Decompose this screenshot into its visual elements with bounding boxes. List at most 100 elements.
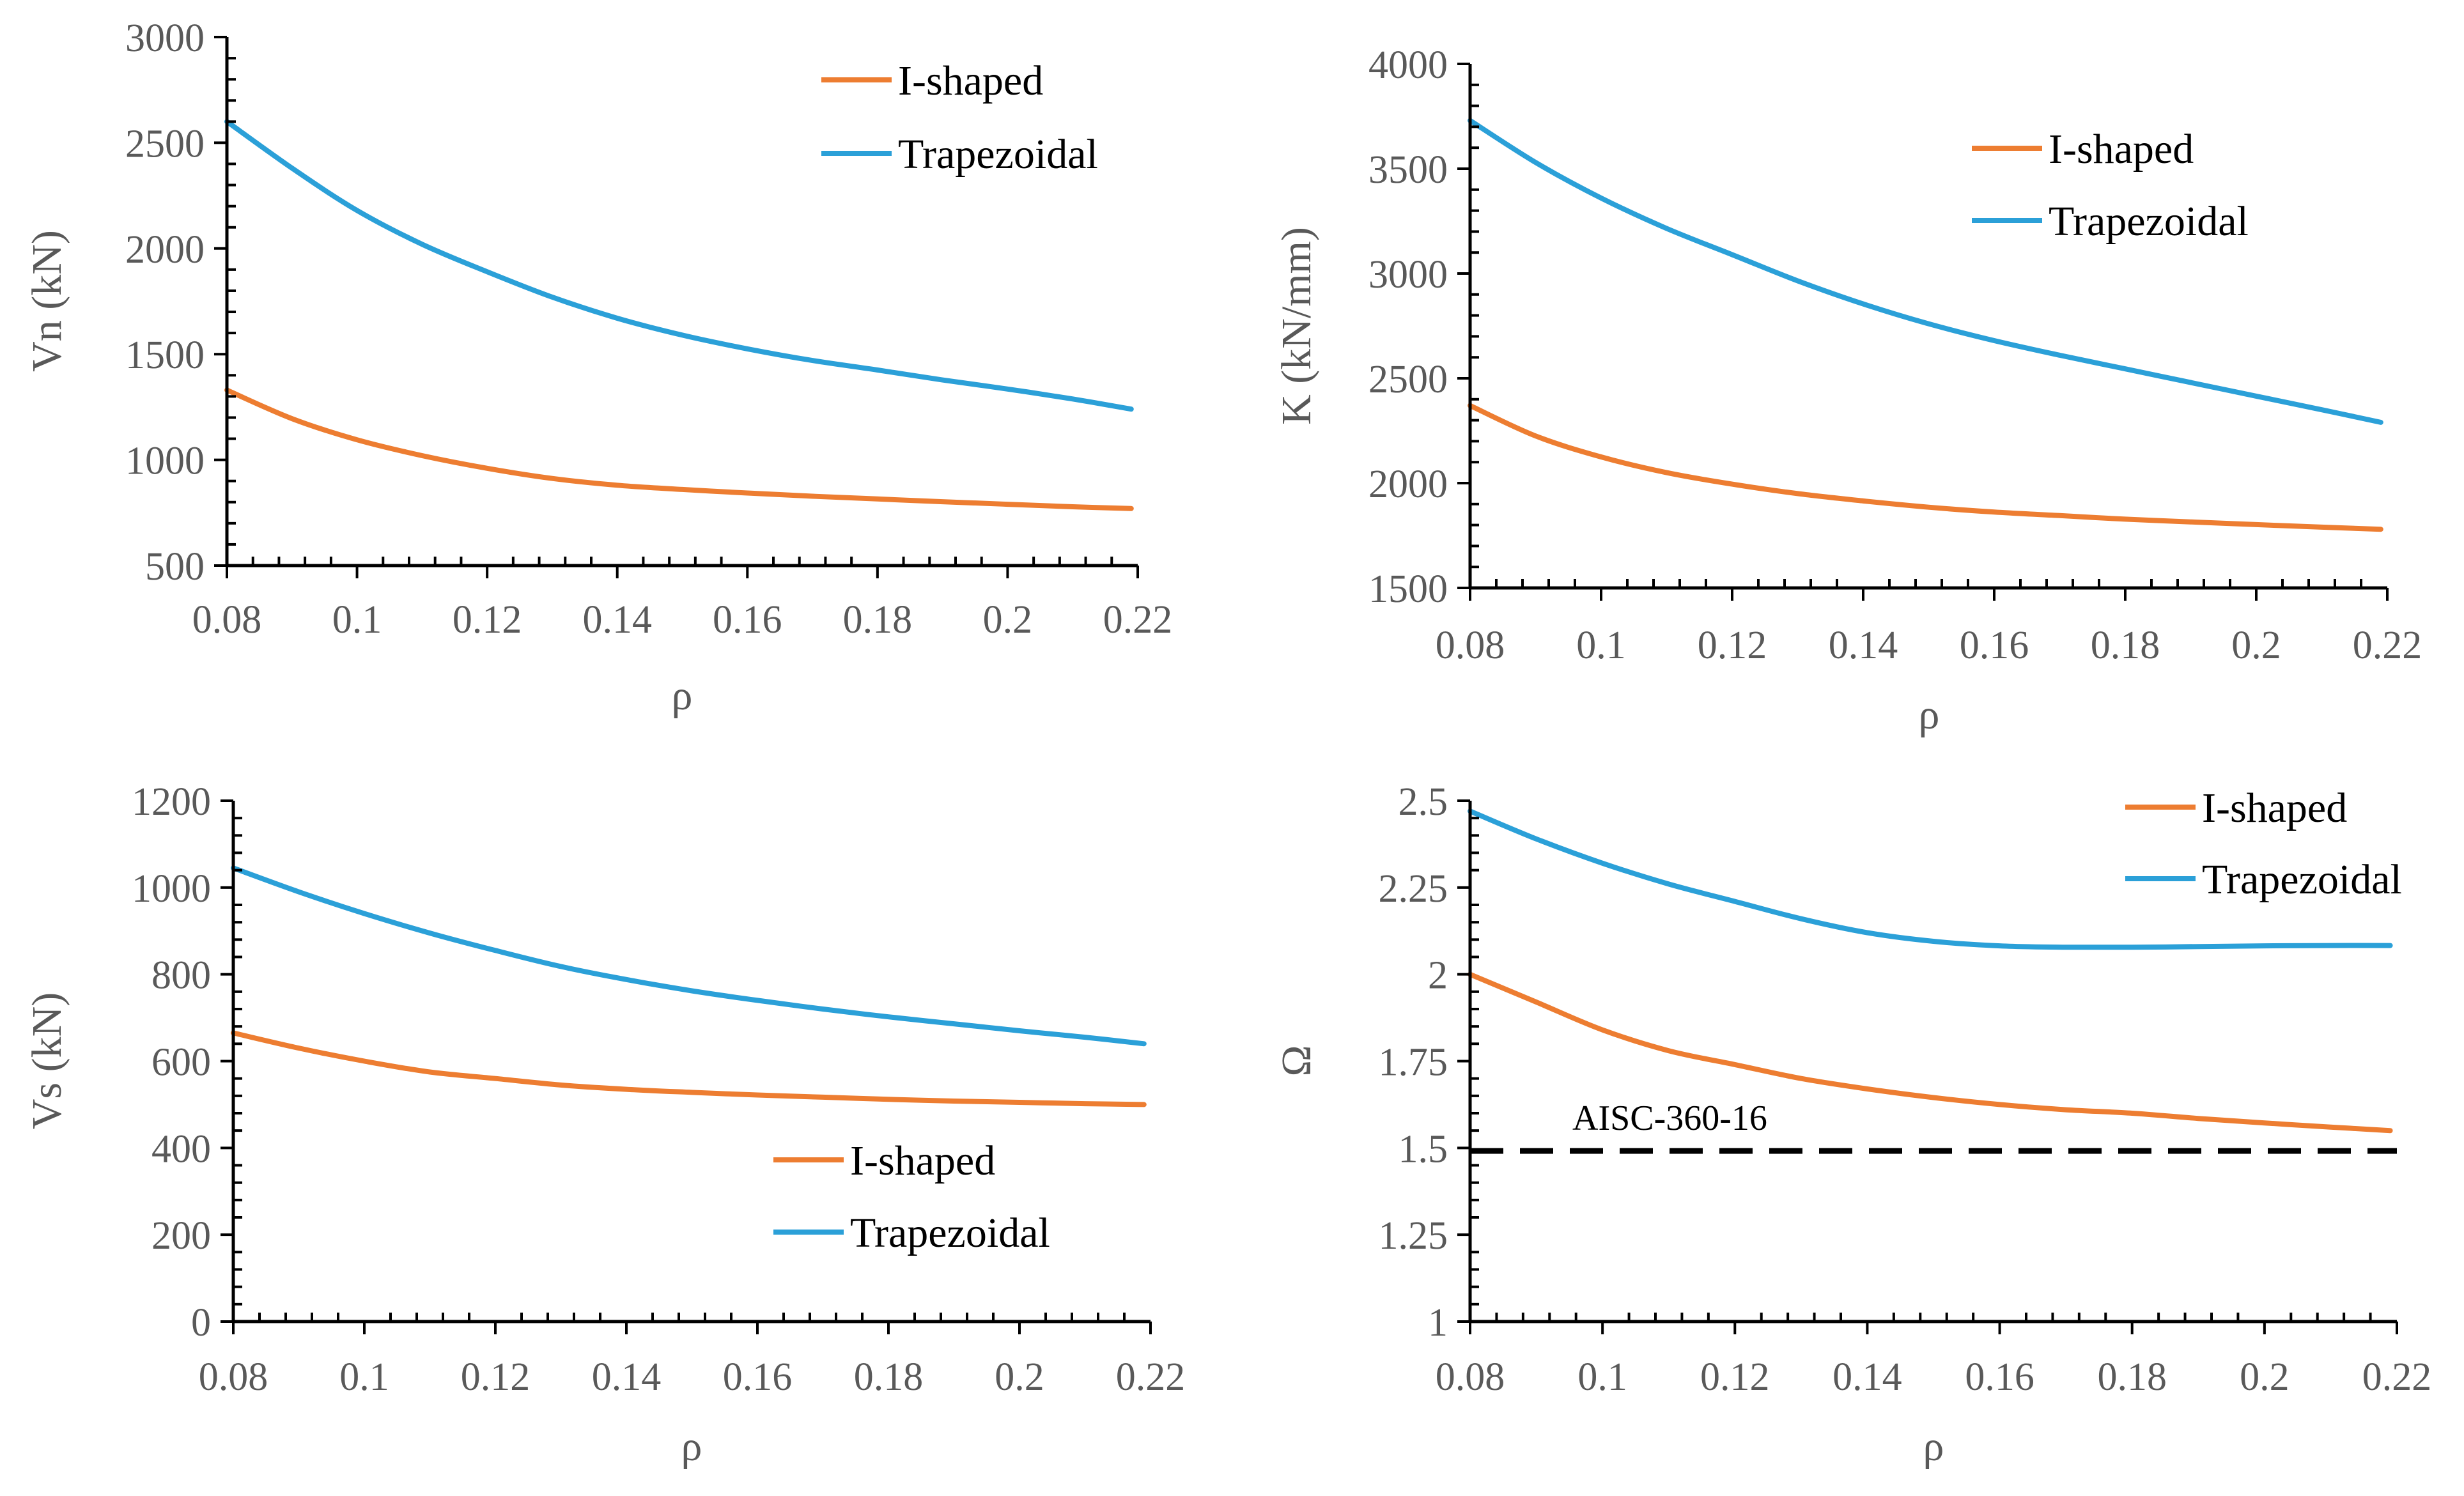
x-tick-label: 0.12 <box>1698 624 1767 667</box>
x-tick-label: 0.2 <box>983 598 1033 642</box>
series-layer-vn <box>224 119 1134 511</box>
legend-label-trapezoidal: Trapezoidal <box>2202 856 2402 903</box>
x-tick-label: 0.12 <box>461 1355 531 1399</box>
y-tick-label: 2.25 <box>1379 867 1448 911</box>
chart-vs: 0.08 0.1 0.12 0.14 0.16 0.18 0.2 0.22 0 … <box>24 780 1185 1470</box>
y-tick-label: 2500 <box>125 122 205 166</box>
y-axis-title: Ω <box>1273 1045 1320 1076</box>
y-tick-label: 2 <box>1428 954 1448 998</box>
y-tick-label: 2000 <box>1368 463 1448 506</box>
x-tick-label: 0.1 <box>1577 1355 1627 1399</box>
legend-vs: I-shaped Trapezoidal <box>773 1137 1050 1256</box>
x-axis-title: ρ <box>1919 691 1940 738</box>
legend-omega: I-shaped Trapezoidal <box>2125 785 2402 903</box>
y-tick-label: 1000 <box>125 440 205 483</box>
x-tick-label: 0.2 <box>2231 624 2281 667</box>
y-axis-title: Vs (kN) <box>24 992 70 1129</box>
x-tick-label: 0.2 <box>2240 1355 2290 1399</box>
y-tick-label: 1.75 <box>1379 1041 1448 1084</box>
y-tick-label: 2000 <box>125 228 205 272</box>
series-line-trapezoidal <box>1468 118 2383 425</box>
x-tick-label: 0.18 <box>2091 624 2160 667</box>
x-tick-label: 0.1 <box>339 1355 389 1399</box>
y-tick-label: 600 <box>151 1041 211 1084</box>
x-axis-title: ρ <box>672 672 693 719</box>
x-tick-label: 0.1 <box>332 598 382 642</box>
axis-layer-vn <box>225 37 1138 567</box>
y-tick-label: 200 <box>151 1214 211 1258</box>
x-tick-label: 0.16 <box>713 598 782 642</box>
x-tick-label: 0.08 <box>1436 624 1505 667</box>
y-tick-label: 2.5 <box>1399 780 1448 824</box>
x-tick-label: 0.08 <box>1436 1355 1505 1399</box>
legend-vn: I-shaped Trapezoidal <box>821 58 1098 178</box>
ticks-layer-vs <box>221 799 1152 1334</box>
axis-layer-k <box>1468 64 2387 590</box>
y-tick-label: 800 <box>151 954 211 998</box>
y-tick-label: 1.25 <box>1379 1214 1448 1258</box>
y-axis-title: Vn (kN) <box>24 230 70 372</box>
ticks-layer-omega <box>1457 799 2398 1334</box>
reference-line-label: AISC-360-16 <box>1572 1099 1767 1138</box>
x-tick-label: 0.14 <box>582 598 652 642</box>
y-tick-label: 500 <box>145 545 205 589</box>
x-tick-label: 0.22 <box>2362 1355 2432 1399</box>
y-tick-label: 3000 <box>125 17 205 60</box>
y-tick-label: 400 <box>151 1127 211 1171</box>
legend-label-trapezoidal: Trapezoidal <box>898 131 1098 178</box>
series-layer-k <box>1468 118 2383 532</box>
x-tick-label: 0.22 <box>2353 624 2422 667</box>
legend-label-i-shaped: I-shaped <box>898 58 1043 104</box>
y-tick-label: 3500 <box>1368 148 1448 192</box>
legend-k: I-shaped Trapezoidal <box>1972 126 2249 245</box>
x-tick-label: 0.18 <box>843 598 913 642</box>
x-tick-label: 0.1 <box>1576 624 1626 667</box>
chart-k: 0.08 0.1 0.12 0.14 0.16 0.18 0.2 0.22 15… <box>1273 43 2422 738</box>
legend-label-i-shaped: I-shaped <box>2202 785 2347 831</box>
x-tick-label: 0.08 <box>199 1355 268 1399</box>
series-line-i-shaped <box>1468 971 2393 1134</box>
x-axis-title: ρ <box>681 1423 702 1470</box>
x-tick-label: 0.18 <box>854 1355 924 1399</box>
ticks-layer-vn <box>214 36 1139 578</box>
series-line-i-shaped <box>231 1030 1147 1107</box>
legend-label-trapezoidal: Trapezoidal <box>2049 198 2249 245</box>
x-tick-label: 0.2 <box>995 1355 1044 1399</box>
series-layer-vs <box>231 865 1147 1107</box>
x-tick-label: 0.14 <box>1829 624 1898 667</box>
x-tick-label: 0.14 <box>592 1355 662 1399</box>
x-tick-label: 0.14 <box>1833 1355 1902 1399</box>
chart-omega: AISC-360-16 0.08 0.1 0.12 0.14 0.16 0.18… <box>1273 780 2431 1470</box>
x-tick-label: 0.22 <box>1103 598 1173 642</box>
series-line-trapezoidal <box>231 865 1147 1047</box>
x-tick-label: 0.12 <box>1700 1355 1770 1399</box>
x-tick-label: 0.16 <box>723 1355 793 1399</box>
y-tick-label: 1500 <box>125 334 205 377</box>
x-axis-title: ρ <box>1923 1423 1944 1470</box>
series-line-trapezoidal <box>1468 808 2393 950</box>
x-tick-label: 0.22 <box>1116 1355 1186 1399</box>
y-tick-label: 4000 <box>1368 43 1448 87</box>
legend-label-i-shaped: I-shaped <box>2049 126 2194 173</box>
ticks-layer-k <box>1457 63 2389 601</box>
y-tick-label: 1000 <box>132 867 211 911</box>
legend-label-i-shaped: I-shaped <box>850 1137 995 1184</box>
x-tick-label: 0.16 <box>1960 624 2029 667</box>
y-tick-label: 0 <box>191 1301 211 1345</box>
x-tick-label: 0.08 <box>192 598 262 642</box>
y-tick-label: 1.5 <box>1399 1127 1448 1171</box>
x-tick-label: 0.12 <box>453 598 522 642</box>
x-tick-label: 0.18 <box>2097 1355 2167 1399</box>
series-layer-omega <box>1468 808 2393 1134</box>
series-line-i-shaped <box>1468 403 2383 532</box>
chart-vn: 0.08 0.1 0.12 0.14 0.16 0.18 0.2 0.22 50… <box>24 17 1172 719</box>
y-tick-label: 2500 <box>1368 358 1448 401</box>
y-tick-label: 3000 <box>1368 253 1448 297</box>
y-tick-label: 1500 <box>1368 567 1448 611</box>
y-axis-title: K (kN/mm) <box>1273 227 1320 425</box>
legend-label-trapezoidal: Trapezoidal <box>850 1210 1050 1256</box>
series-line-i-shaped <box>224 387 1134 511</box>
y-tick-label: 1200 <box>132 780 211 824</box>
